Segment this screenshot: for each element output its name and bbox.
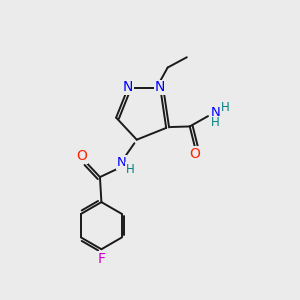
Text: H: H [126,163,135,176]
Text: N: N [211,106,220,119]
Text: N: N [117,156,126,169]
Text: N: N [155,80,166,94]
Text: N: N [123,80,133,94]
Text: H: H [221,101,230,114]
Text: O: O [190,147,200,161]
Text: O: O [76,149,87,164]
Text: F: F [98,252,105,266]
Text: H: H [211,116,220,129]
